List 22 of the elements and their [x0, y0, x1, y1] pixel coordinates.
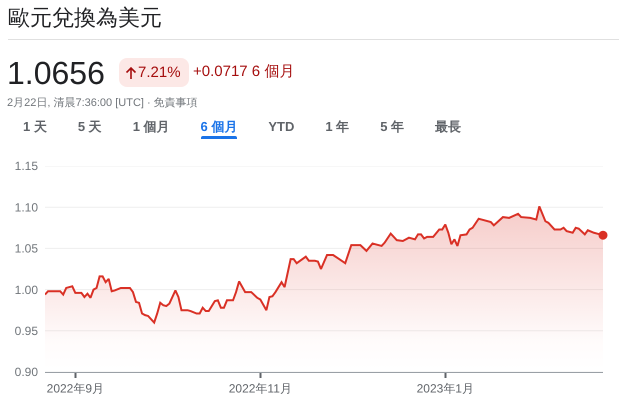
x-tick-label: 2022年11月 — [228, 381, 292, 396]
y-tick-label: 1.05 — [14, 242, 38, 256]
text: 2月22日, 清晨7:36:00 [UTC] · 免責事項 — [7, 96, 198, 110]
x-tick-label: 2022年9月 — [46, 381, 104, 396]
text: 7.21% — [138, 64, 181, 81]
text: YTD — [268, 118, 294, 136]
y-tick-label: 0.95 — [14, 324, 38, 338]
chart-title: 歐元兌換為美元 — [8, 4, 162, 32]
y-tick-label: 0.90 — [14, 365, 38, 380]
y-tick-label: 1.10 — [14, 200, 38, 214]
text: 5 年 — [380, 118, 404, 136]
text: 6 個月 — [200, 118, 238, 136]
x-tick-label: 2023年1月 — [416, 381, 474, 396]
y-tick-label: 1.00 — [14, 282, 38, 297]
y-tick-label: 1.15 — [14, 159, 38, 174]
text: +0.0717 6 個月 — [193, 62, 294, 82]
text: 5 天 — [78, 118, 102, 136]
text: 1 年 — [325, 118, 350, 136]
text: 1 個月 — [132, 118, 170, 136]
text: 最長 — [435, 118, 462, 136]
text: 1.0656 — [7, 55, 105, 92]
text: 1 天 — [23, 118, 47, 136]
